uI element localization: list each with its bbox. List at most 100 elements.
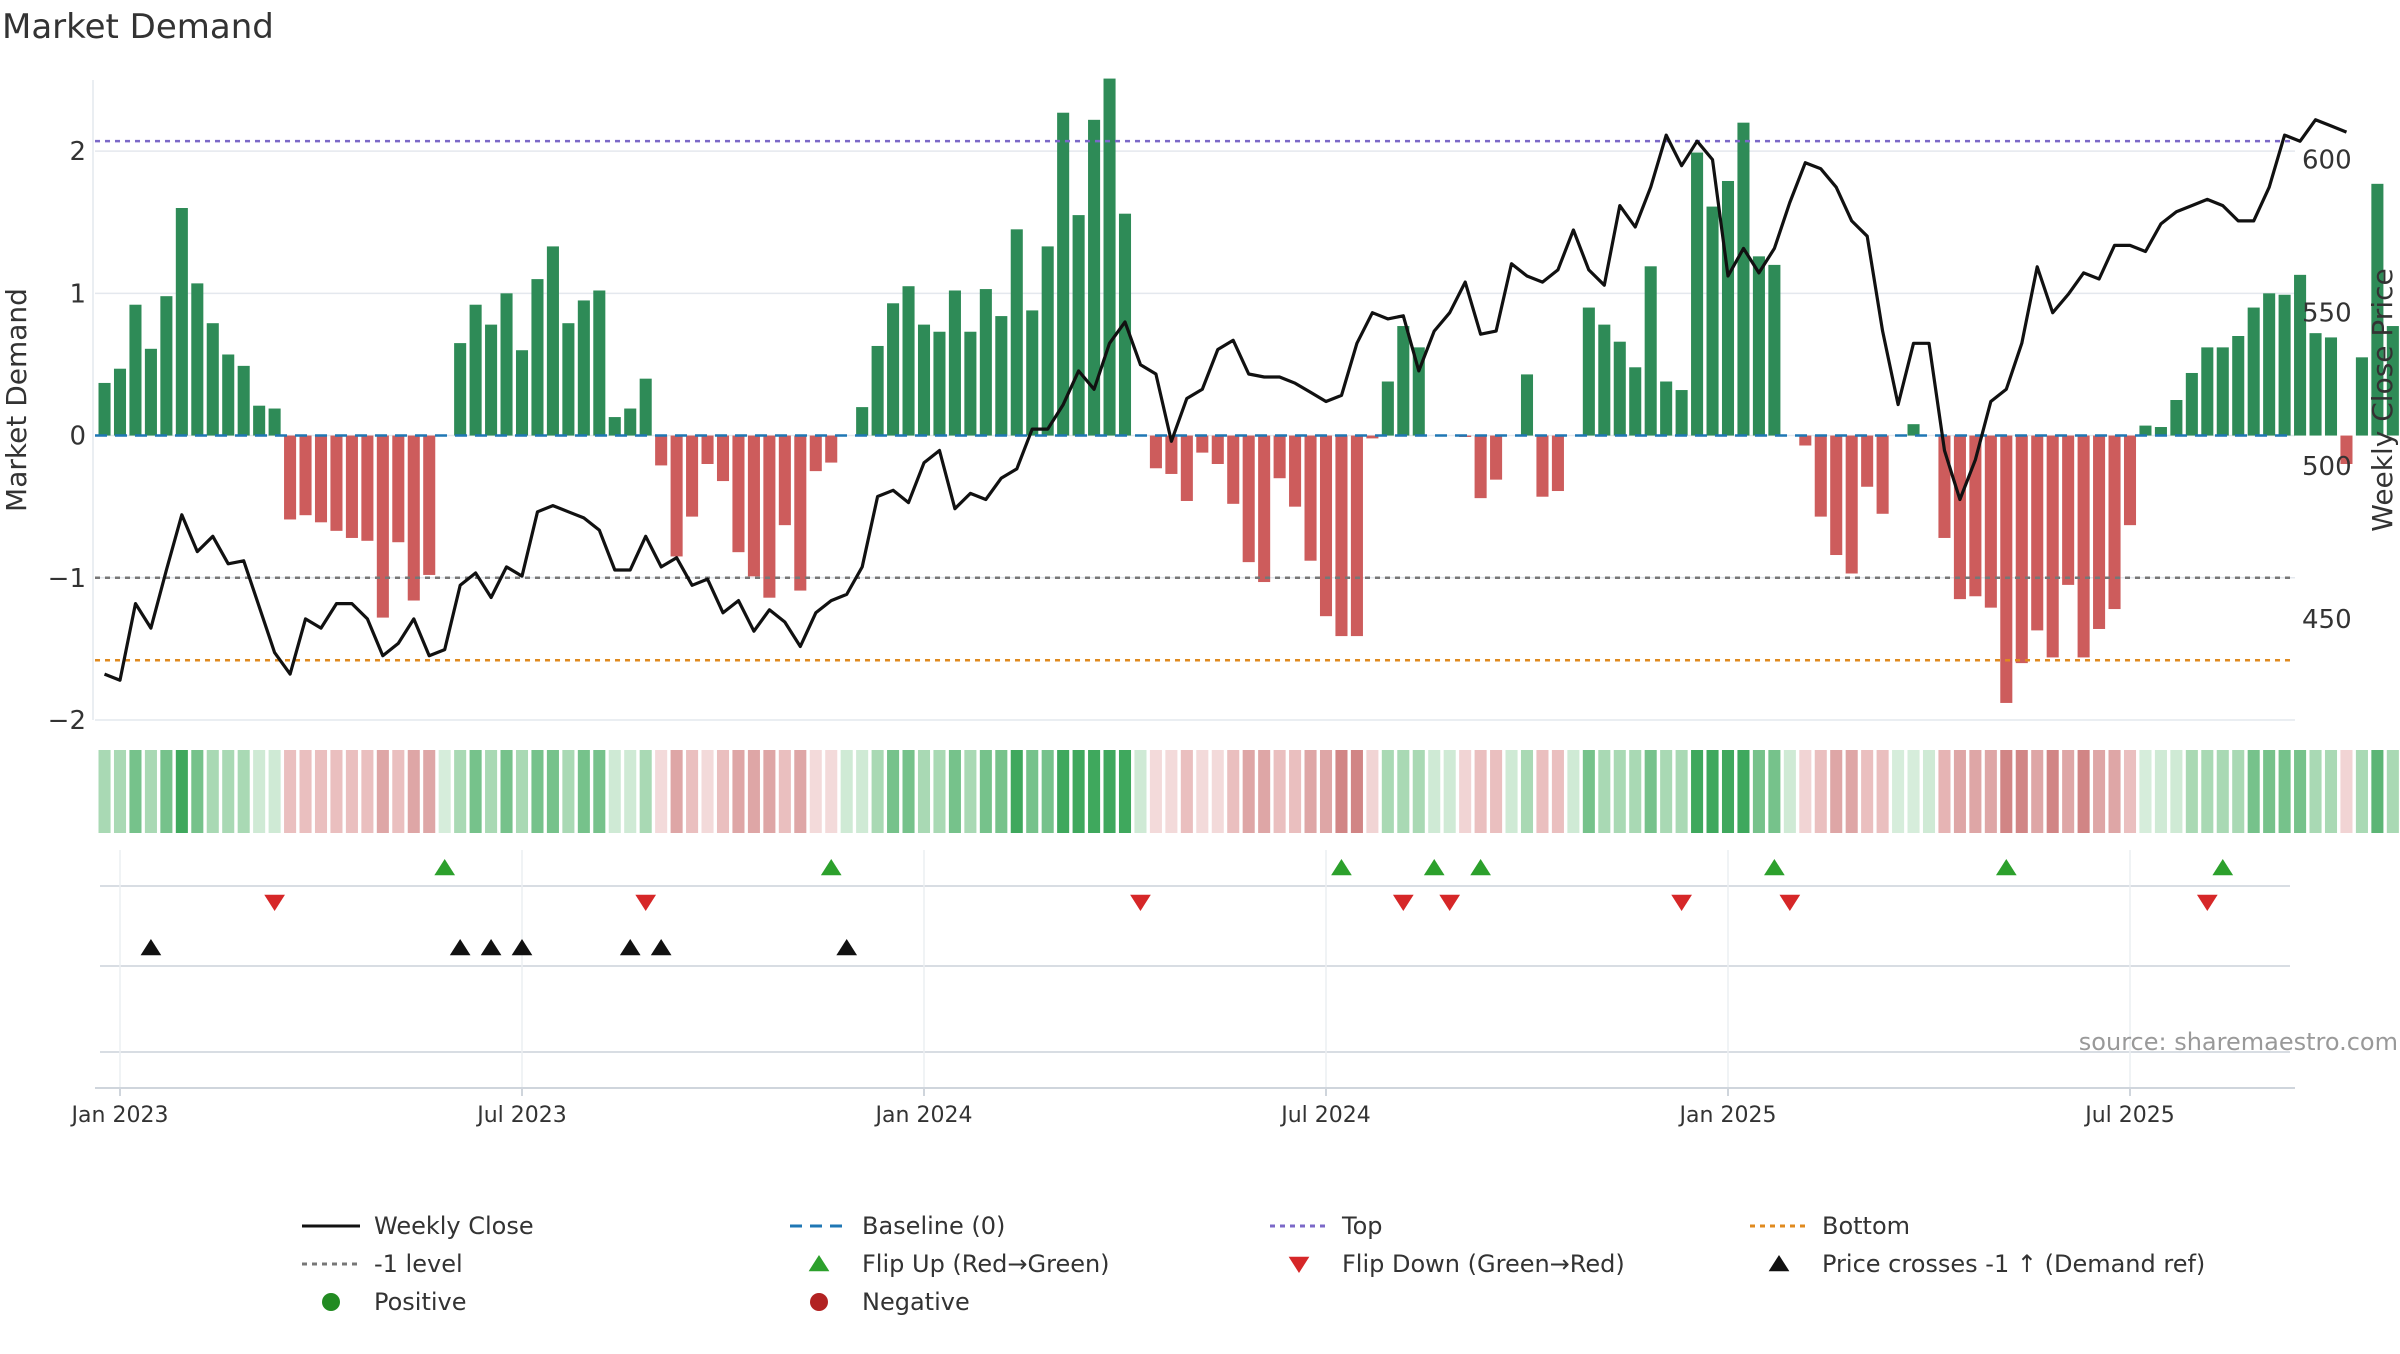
demand-bar-positive — [1660, 381, 1673, 436]
demand-bar-positive — [98, 382, 111, 436]
heat-cell — [2185, 750, 2198, 833]
demand-bar-negative — [407, 435, 420, 601]
heat-cell — [1350, 750, 1363, 833]
legend-item: Flip Up (Red→Green) — [788, 1246, 1110, 1282]
legend-label: Top — [1342, 1212, 1383, 1240]
demand-bar-positive — [577, 300, 590, 436]
heat-cell — [1211, 750, 1224, 833]
heat-cell — [747, 750, 760, 833]
flip-down-marker — [1439, 894, 1461, 911]
heat-cell — [2201, 750, 2214, 833]
heat-cell — [1845, 750, 1858, 833]
heat-cell — [1010, 750, 1023, 833]
heat-cell — [2386, 750, 2399, 833]
legend-label: Positive — [374, 1288, 467, 1316]
heat-cell — [701, 750, 714, 833]
heat-cell — [1227, 750, 1240, 833]
heat-cell — [1397, 750, 1410, 833]
demand-bar-positive — [144, 348, 157, 436]
heat-cell — [763, 750, 776, 833]
demand-bar-negative — [1258, 435, 1271, 583]
demand-bar-positive — [191, 283, 204, 436]
legend-label: -1 level — [374, 1250, 463, 1278]
heat-cell — [1273, 750, 1286, 833]
demand-bar-negative — [2046, 435, 2059, 658]
demand-bar-negative — [2340, 435, 2353, 464]
heat-cell — [1490, 750, 1503, 833]
weekly-close-line — [103, 118, 2348, 682]
heat-cell — [670, 750, 683, 833]
heat-cell — [1242, 750, 1255, 833]
heat-cell — [1180, 750, 1193, 833]
legend-circle — [810, 1293, 828, 1311]
demand-bar-positive — [2232, 336, 2245, 436]
demand-bar-negative — [1953, 435, 1966, 600]
legend-triangle — [1288, 1256, 1310, 1273]
axes: −2 −1 0 1 2 450 500 550 600 — [48, 80, 2352, 736]
heat-cell — [546, 750, 559, 833]
flip-up-marker — [1995, 859, 2017, 876]
demand-bar-positive — [2139, 425, 2152, 436]
flip-down-marker — [2196, 894, 2218, 911]
heat-cell — [454, 750, 467, 833]
demand-bar-positive — [454, 343, 467, 436]
demand-bar-positive — [175, 208, 188, 436]
heat-cell — [299, 750, 312, 833]
heat-cell — [1520, 750, 1534, 833]
demand-bar-negative — [2093, 435, 2106, 629]
heat-cell — [1737, 750, 1750, 833]
flip-down-marker — [264, 894, 285, 911]
heat-cell — [1165, 750, 1178, 833]
legend-swatch-triangle-up — [1748, 1246, 1810, 1282]
heat-cell — [191, 750, 204, 833]
heat-cell — [871, 750, 884, 833]
heat-cell — [2015, 750, 2028, 833]
demand-bar-positive — [2247, 307, 2260, 436]
heat-cell — [840, 750, 853, 833]
demand-bar-positive — [562, 323, 575, 436]
demand-bar-positive — [1706, 206, 1719, 436]
legend-symbol — [810, 1293, 828, 1311]
heat-cell — [175, 750, 188, 833]
demand-bar-positive — [2154, 427, 2167, 436]
demand-bar-positive — [948, 290, 961, 436]
heat-cell — [2000, 750, 2013, 833]
heat-cell — [253, 750, 266, 833]
demand-bar-negative — [299, 435, 312, 516]
heat-cell — [1536, 750, 1549, 833]
legend-swatch-dotted-line — [1748, 1208, 1810, 1244]
heat-cell — [284, 750, 297, 833]
flip-up-marker — [434, 859, 456, 876]
flip-down-marker — [635, 894, 657, 911]
heat-cell — [593, 750, 606, 833]
heat-cell — [330, 750, 343, 833]
demand-bar-positive — [531, 279, 544, 436]
demand-bar-negative — [1273, 435, 1286, 479]
heat-cell — [1304, 750, 1317, 833]
heat-cell — [979, 750, 992, 833]
demand-bar-negative — [1474, 435, 1487, 499]
demand-bar-positive — [856, 407, 869, 436]
heat-cell — [809, 750, 822, 833]
demand-bar-positive — [515, 350, 529, 436]
heat-cell — [1799, 750, 1812, 833]
heat-cell — [1443, 750, 1456, 833]
legend-item: Baseline (0) — [788, 1208, 1005, 1244]
demand-bars — [98, 78, 2399, 703]
heat-cell — [1258, 750, 1271, 833]
demand-bar-positive — [485, 324, 498, 436]
heat-cell — [2232, 750, 2245, 833]
demand-bar-positive — [160, 296, 173, 436]
legend-circle — [322, 1293, 340, 1311]
demand-bar-negative — [1490, 435, 1503, 480]
demand-bar-negative — [1969, 435, 1982, 597]
demand-bar-negative — [2108, 435, 2121, 610]
demand-bar-negative — [361, 435, 374, 541]
heat-cell — [2278, 750, 2291, 833]
demand-bar-negative — [732, 435, 745, 553]
demand-bar-negative — [1876, 435, 1889, 514]
demand-bar-negative — [1845, 435, 1858, 574]
demand-bar-positive — [871, 345, 884, 436]
heat-cell — [407, 750, 420, 833]
